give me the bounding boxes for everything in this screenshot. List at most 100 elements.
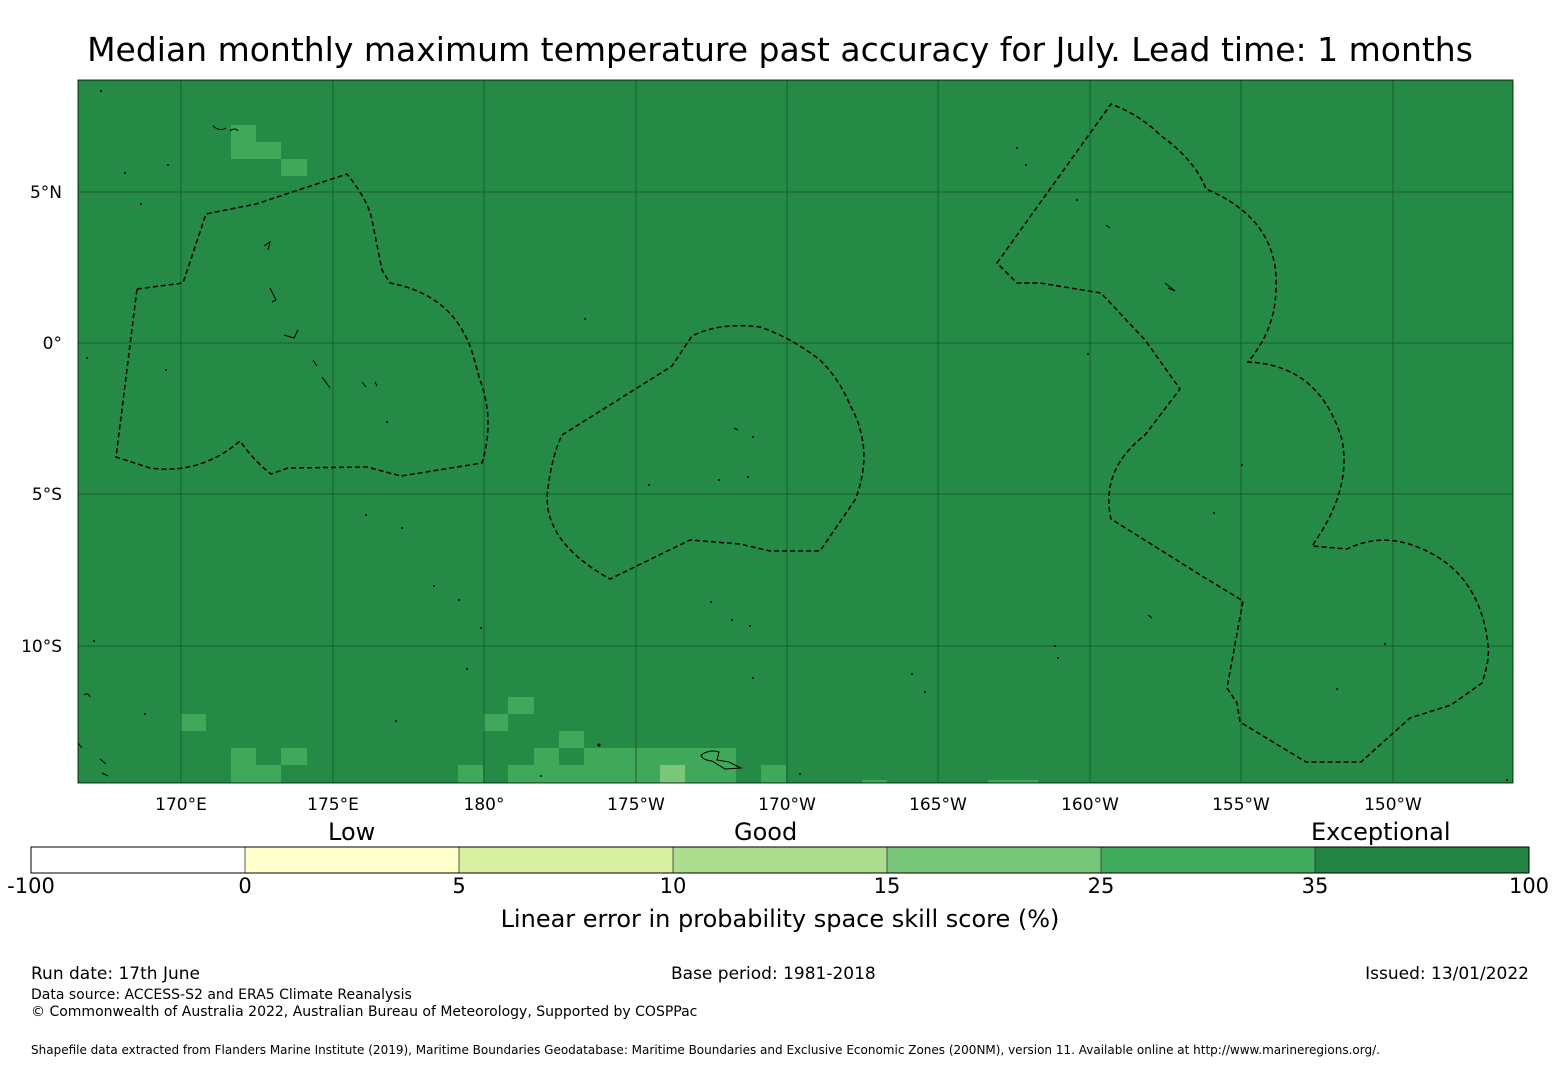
data-source: Data source: ACCESS-S2 and ERA5 Climate …	[31, 987, 412, 1003]
island-dot	[648, 484, 650, 486]
skill-cell	[559, 731, 584, 748]
island-dot	[1016, 147, 1018, 149]
island-dot	[1384, 643, 1386, 645]
colorbar-segment	[673, 847, 887, 873]
category-label-good: Good	[734, 818, 798, 846]
colorbar-segment	[31, 847, 245, 873]
island-dot	[1241, 464, 1243, 466]
island-dot	[710, 601, 712, 603]
island-dot	[584, 318, 586, 320]
lat-label: 0°	[43, 334, 62, 354]
colorbar-title: Linear error in probability space skill …	[500, 905, 1060, 933]
island-dot	[718, 479, 720, 481]
island-dot	[86, 357, 88, 359]
island-outline	[212, 125, 239, 132]
island-dot	[167, 164, 169, 166]
colorbar-tick: 15	[873, 874, 901, 898]
eez-boundaries	[115, 103, 1490, 763]
island-dot	[747, 476, 749, 478]
colorbar	[30, 846, 1530, 874]
skill-cell	[180, 714, 206, 731]
eez-boundary-kiribati-gilbert	[115, 173, 489, 477]
colorbar-tick: 100	[1508, 874, 1550, 898]
island-dot	[924, 691, 926, 693]
skill-cell	[534, 748, 559, 783]
run-date: Run date: 17th June	[31, 964, 200, 984]
island-dot	[1025, 164, 1027, 166]
island-outline	[1164, 282, 1176, 292]
colorbar-dividers	[244, 847, 1316, 873]
island-dot	[540, 775, 542, 777]
colorbar-segment	[459, 847, 673, 873]
skill-cell	[508, 765, 534, 783]
shapefile-credit: Shapefile data extracted from Flanders M…	[31, 1043, 1380, 1057]
island-dot	[731, 619, 733, 621]
base-period: Base period: 1981-2018	[671, 964, 876, 984]
islands	[77, 125, 1176, 777]
eez-boundary-tokelau	[546, 324, 865, 580]
island-dot	[100, 90, 102, 92]
island-dot	[911, 673, 913, 675]
graticule	[78, 80, 1513, 783]
lon-label: 160°W	[1061, 795, 1119, 815]
skill-cell	[660, 765, 685, 783]
skill-cell	[231, 748, 256, 783]
lat-label: 5°S	[32, 485, 62, 505]
island-dot	[395, 720, 397, 722]
island-dot	[1336, 688, 1338, 690]
island-outline	[269, 287, 277, 303]
island-outline	[283, 329, 299, 339]
skill-cell	[256, 142, 281, 159]
lon-label: 175°E	[307, 795, 359, 815]
island-dot	[433, 585, 435, 587]
lon-label: 150°W	[1364, 795, 1422, 815]
skill-cells	[180, 125, 1038, 783]
longitude-labels: 170°E 175°E 180° 175°W 170°W 165°W 160°W…	[155, 795, 1422, 815]
colorbar-tick: 35	[1301, 874, 1329, 898]
colorbar-tick: -100	[7, 874, 55, 898]
skill-cell	[231, 125, 256, 159]
issued-date: Issued: 13/01/2022	[1365, 964, 1529, 984]
island-dot	[165, 369, 167, 371]
skill-cell	[281, 748, 307, 765]
island-dot	[401, 527, 403, 529]
skill-cell	[761, 765, 786, 783]
island-outline	[77, 693, 109, 777]
map-frame	[77, 79, 1514, 784]
island-outline	[700, 750, 743, 770]
island-dot	[386, 421, 388, 423]
colorbar-tick: 25	[1087, 874, 1115, 898]
island-dot	[1087, 353, 1089, 355]
island-dot	[752, 677, 754, 679]
ocean-background	[78, 80, 1513, 783]
island-dot	[597, 743, 601, 747]
category-label-exceptional: Exceptional	[1311, 818, 1451, 846]
island-dot	[1054, 645, 1056, 647]
category-label-low: Low	[328, 818, 376, 846]
colorbar-tick: 5	[452, 874, 466, 898]
lon-label: 170°E	[155, 795, 207, 815]
skill-cell	[508, 697, 534, 714]
island-dot	[752, 436, 754, 438]
island-dot	[365, 514, 367, 516]
atolls	[86, 90, 1508, 781]
chart-title: Median monthly maximum temperature past …	[87, 30, 1473, 69]
skill-cell	[458, 765, 483, 783]
island-dot	[93, 640, 95, 642]
skill-cell	[862, 780, 887, 783]
island-outline	[312, 359, 378, 389]
latitude-labels: 5°N 0° 5°S 10°S	[21, 183, 62, 657]
skill-cell	[256, 765, 281, 783]
island-dot	[1076, 199, 1078, 201]
lon-label: 170°W	[758, 795, 816, 815]
island-dot	[480, 627, 482, 629]
skill-cell	[988, 780, 1038, 783]
island-outline	[733, 224, 1153, 619]
skill-cell	[559, 765, 584, 783]
lon-label: 180°	[464, 795, 505, 815]
island-dot	[749, 625, 751, 627]
colorbar-segment	[245, 847, 459, 873]
island-dot	[140, 203, 142, 205]
colorbar-segment	[1315, 847, 1529, 873]
